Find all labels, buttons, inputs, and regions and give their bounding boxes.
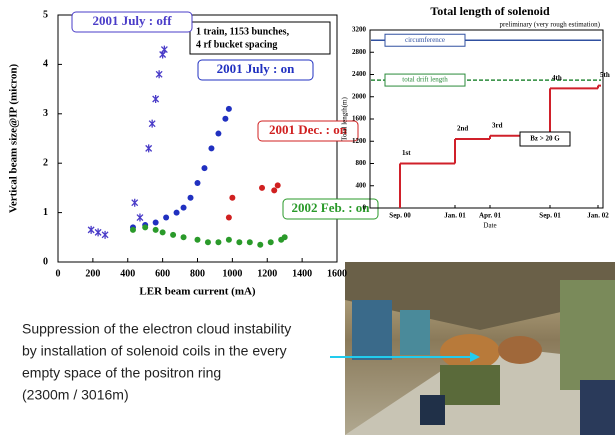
point [153,227,159,233]
point [195,180,201,186]
point [201,165,207,171]
series-label: 2001 Dec. : on [269,122,348,137]
annotation: 4 rf bucket spacing [196,39,277,50]
step-label: 4th [552,74,562,82]
point [153,219,159,225]
x-tick-label: 1400 [292,268,312,279]
caption-line: Suppression of the electron cloud instab… [22,321,291,337]
point [205,239,211,245]
point [275,182,281,188]
x-tick-label: 1600 [327,268,347,279]
point [163,215,169,221]
caption-line: (2300m / 3016m) [22,387,129,403]
x-tick-label: Jan. 01 [444,212,466,220]
point [259,185,265,191]
step-label: 1st [402,149,411,157]
x-tick-label: Sep. 00 [389,212,411,220]
x-tick-label: 400 [120,268,135,279]
annotation: Bz > 20 G [530,135,560,143]
x-tick-label: 800 [190,268,205,279]
y-tick-label: 800 [356,159,367,167]
point [226,106,232,112]
point [174,210,180,216]
x-tick-label: 600 [155,268,170,279]
point [132,199,138,207]
point [215,239,221,245]
point [257,242,263,248]
point [156,70,162,78]
point [181,205,187,211]
y-axis-label: Total length(m) [341,97,349,141]
point [88,226,94,234]
point [160,229,166,235]
y-tick-label: 1 [43,207,48,218]
point [130,227,136,233]
point [170,232,176,238]
y-tick-label: 2000 [352,92,367,100]
point [268,239,274,245]
point [247,239,253,245]
step-label: 3rd [492,121,503,129]
x-tick-label: Jan. 02 [587,212,609,220]
point [102,231,108,239]
x-tick-label: Sep. 01 [539,212,561,220]
point [181,234,187,240]
point [149,120,155,128]
y-tick-label: 400 [356,181,367,189]
y-tick-label: 2 [43,157,48,168]
series-label: 2001 July : off [92,13,172,28]
chart-title: Total length of solenoid [430,4,550,18]
y-tick-label: 0 [363,204,367,212]
point [226,215,232,221]
point [195,237,201,243]
x-axis-label: LER beam current (mA) [139,286,256,298]
point [142,224,148,230]
x-tick-label: 1000 [222,268,242,279]
annotation: 1 train, 1153 bunches, [196,26,290,37]
point [161,46,167,54]
point [137,214,143,222]
y-tick-label: 1600 [352,115,367,123]
point [188,195,194,201]
y-tick-label: 2400 [352,70,367,78]
x-tick-label: 200 [85,268,100,279]
x-tick-label: 0 [56,268,61,279]
point [153,95,159,103]
y-axis-label: Vertical beam size@IP (micron) [8,64,20,214]
y-tick-label: 1200 [352,137,367,145]
point [208,145,214,151]
x-tick-label: Apr. 01 [479,212,501,220]
x-axis-label: Date [483,222,496,230]
series-label: 2002 Feb. : on [292,200,371,215]
x-tick-label: 1200 [257,268,277,279]
y-tick-label: 3200 [352,26,367,34]
step-label: 5th [600,71,610,79]
point [226,237,232,243]
point [95,228,101,236]
y-tick-label: 0 [43,256,48,267]
slide: Suppression of the electron cloud instab… [0,0,615,435]
point [282,234,288,240]
point [215,131,221,137]
point [146,144,152,152]
point [222,116,228,122]
y-tick-label: 2800 [352,48,367,56]
caption-line: by installation of solenoid coils in the… [22,343,287,359]
chart-subtitle: preliminary (very rough estimation) [500,21,601,29]
y-tick-label: 5 [43,9,48,20]
caption: Suppression of the electron cloud instab… [22,321,291,403]
step-label: 2nd [457,125,468,133]
point [236,239,242,245]
series-label: 2001 July : on [217,61,295,76]
point [229,195,235,201]
y-tick-label: 4 [43,59,48,70]
y-tick-label: 3 [43,108,48,119]
caption-line: empty space of the positron ring [22,365,221,381]
reference-label: circumference [405,36,445,44]
photo [345,262,615,435]
point [271,187,277,193]
plot-frame [370,30,603,208]
reference-label: total drift length [402,76,448,84]
